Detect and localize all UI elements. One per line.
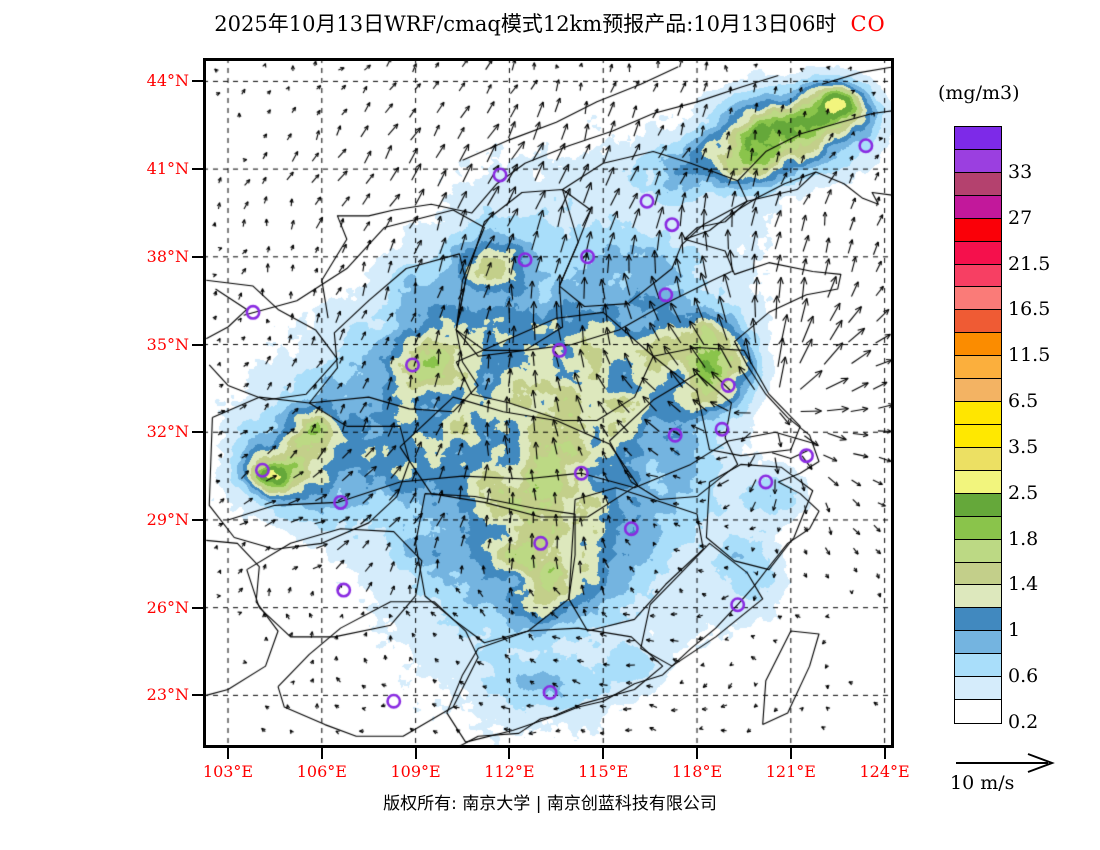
- lon-tick: [883, 748, 886, 759]
- lon-axis-label: 121°E: [765, 762, 816, 781]
- lon-tick: [227, 748, 229, 759]
- lat-axis-label: 23°N: [146, 685, 189, 705]
- colorbar-tick-label: 2.5: [1008, 481, 1039, 504]
- lat-axis-label: 41°N: [146, 159, 189, 179]
- page-title: 2025年10月13日WRF/cmaq模式12km预报产品:10月13日06时 C…: [0, 8, 1100, 38]
- colorbar-band: [955, 493, 1001, 517]
- copyright-footer: 版权所有: 南京大学 | 南京创蓝科技有限公司: [383, 794, 717, 814]
- lat-axis-label: 44°N: [146, 71, 189, 91]
- colorbar-band: [955, 287, 1001, 311]
- lon-axis-label: 124°E: [859, 762, 910, 781]
- lon-tick: [696, 748, 699, 759]
- lat-tick: [192, 518, 203, 521]
- wind-speed-label: 10 m/s: [950, 772, 1015, 794]
- colorbar-tick-label: 16.5: [1008, 298, 1051, 321]
- colorbar-band: [955, 402, 1001, 425]
- colorbar-unit-label: (mg/m3): [938, 82, 1020, 104]
- colorbar-band: [955, 516, 1001, 540]
- lat-axis-label: 35°N: [146, 334, 189, 354]
- lon-axis-label: 109°E: [390, 762, 441, 781]
- lon-axis-label: 118°E: [671, 762, 723, 781]
- colorbar-tick-label: 21.5: [1008, 252, 1051, 275]
- lon-axis-label: 112°E: [484, 762, 535, 781]
- colorbar-band: [955, 654, 1001, 678]
- lat-axis-label: 32°N: [146, 422, 189, 442]
- colorbar-tick-label: 11.5: [1008, 344, 1051, 367]
- colorbar-band: [955, 333, 1001, 357]
- concentration-map-canvas[interactable]: [203, 58, 894, 748]
- lat-axis-label: 26°N: [146, 597, 189, 617]
- colorbar-band: [955, 447, 1001, 471]
- lon-tick: [789, 748, 792, 759]
- colorbar-band: [955, 700, 1001, 723]
- colorbar-tick-label: 3.5: [1008, 435, 1039, 458]
- lat-tick: [192, 255, 203, 258]
- colorbar-tick-label: 0.6: [1008, 665, 1039, 688]
- wind-arrow-icon: [956, 753, 1055, 773]
- colorbar-tick-label: 6.5: [1008, 390, 1039, 413]
- lat-axis-label: 29°N: [146, 509, 189, 529]
- colorbar-band: [955, 424, 1001, 448]
- lat-tick: [192, 431, 203, 434]
- colorbar-band: [955, 677, 1001, 701]
- colorbar-tick-label: 33: [1008, 160, 1033, 183]
- colorbar-band: [955, 195, 1001, 219]
- colorbar-band: [955, 149, 1001, 173]
- lat-tick: [192, 694, 203, 697]
- colorbar-band: [955, 127, 1001, 150]
- lon-axis-label: 103°E: [202, 762, 254, 781]
- colorbar-band: [955, 172, 1001, 196]
- colorbar-tick-label: 1: [1008, 619, 1021, 642]
- colorbar-band: [955, 241, 1001, 265]
- colorbar-tick-label: 27: [1008, 206, 1033, 229]
- lon-tick: [414, 748, 417, 759]
- lon-axis-label: 115°E: [578, 762, 629, 781]
- lat-tick: [192, 168, 203, 171]
- lon-tick: [320, 748, 323, 759]
- colorbar-band: [955, 562, 1001, 586]
- lon-tick: [508, 748, 511, 759]
- colorbar-band: [955, 608, 1001, 632]
- lat-tick: [192, 606, 203, 609]
- colorbar-band: [955, 356, 1001, 380]
- colorbar-band: [955, 379, 1001, 403]
- lat-axis-label: 38°N: [146, 246, 189, 266]
- colorbar-band: [955, 264, 1001, 288]
- colorbar-band: [955, 470, 1001, 494]
- colorbar-tick-label: 1.4: [1008, 573, 1039, 596]
- lon-tick: [602, 748, 605, 759]
- lat-tick: [192, 80, 203, 83]
- colorbar-tick-label: 1.8: [1008, 527, 1039, 550]
- wind-scale-legend: 10 m/s: [950, 752, 1090, 798]
- lat-tick: [192, 343, 203, 346]
- colorbar-band: [955, 631, 1001, 655]
- colorbar-tick-label: 0.2: [1008, 711, 1039, 733]
- colorbar-band: [955, 585, 1001, 609]
- colorbar-band: [955, 539, 1001, 563]
- colorbar[interactable]: [954, 126, 1002, 724]
- forecast-map[interactable]: [203, 58, 894, 748]
- title-main-text: 2025年10月13日WRF/cmaq模式12km预报产品:10月13日06时: [214, 12, 837, 36]
- colorbar-band: [955, 310, 1001, 334]
- colorbar-band: [955, 218, 1001, 242]
- title-species-label: CO: [850, 12, 886, 36]
- lon-axis-label: 106°E: [296, 762, 347, 781]
